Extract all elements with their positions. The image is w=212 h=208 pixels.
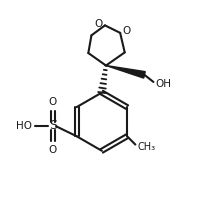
- Text: S: S: [49, 119, 57, 132]
- Text: HO: HO: [16, 121, 32, 131]
- Text: O: O: [49, 145, 57, 155]
- Text: O: O: [123, 26, 131, 36]
- Text: CH₃: CH₃: [138, 142, 156, 152]
- Text: OH: OH: [155, 79, 171, 89]
- Polygon shape: [106, 66, 145, 78]
- Text: O: O: [49, 97, 57, 107]
- Text: O: O: [94, 19, 103, 29]
